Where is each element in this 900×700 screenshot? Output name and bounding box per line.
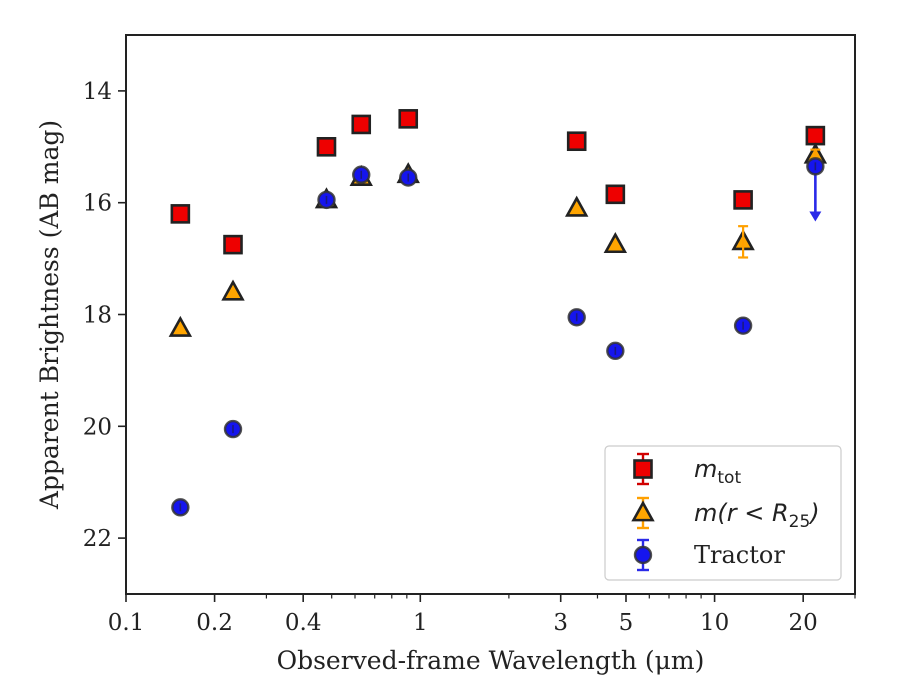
series-tractor <box>171 157 825 517</box>
legend-box <box>604 445 842 581</box>
legend-marker-mr25 <box>631 496 655 530</box>
legend-label-mr25: m(r < R25) <box>694 499 820 532</box>
legend-mr25-pre: m(r < R <box>694 499 789 527</box>
y-tick-label: 18 <box>83 303 112 329</box>
series-mtot <box>170 109 826 255</box>
legend-marker-tractor <box>633 538 653 572</box>
y-axis: 14 16 18 20 22 <box>83 79 126 552</box>
mtot-point <box>316 137 337 157</box>
legend-mtot-sub: tot <box>717 468 741 488</box>
series-mr25 <box>168 142 828 337</box>
y-tick-label: 14 <box>83 79 112 105</box>
mtot-point <box>733 190 753 210</box>
mtot-point <box>805 125 826 146</box>
mtot-point <box>398 109 419 129</box>
mtot-point <box>566 131 587 152</box>
x-tick-label: 3 <box>553 610 568 636</box>
legend-mr25-sub: 25 <box>789 512 811 532</box>
legend-tractor-symbol <box>633 545 653 565</box>
x-tick-label: 20 <box>789 610 818 636</box>
mtot-point <box>605 184 626 205</box>
x-tick-label: 0.2 <box>196 610 233 636</box>
y-axis-title: Apparent Brightness (AB mag) <box>35 120 64 510</box>
legend: mtot m(r < R25) Tractor <box>604 445 842 581</box>
x-tick-label: 5 <box>619 610 634 636</box>
mr25-point <box>603 231 628 254</box>
mr25-point <box>168 315 193 337</box>
y-tick-label: 22 <box>83 526 112 552</box>
legend-marker-mtot <box>633 452 653 486</box>
legend-mr25-symbol <box>631 500 655 522</box>
upper-limit-arrow-head <box>809 211 822 222</box>
x-axis: 0.1 0.2 0.4 1 3 5 10 20 <box>108 594 856 636</box>
x-tick-label: 0.4 <box>285 610 322 636</box>
mtot-point <box>170 204 191 224</box>
legend-label-tractor: Tractor <box>694 541 785 569</box>
plot-area <box>168 109 828 517</box>
x-tick-label: 1 <box>413 610 428 636</box>
mtot-point <box>223 234 243 255</box>
legend-mtot-symbol <box>633 459 653 479</box>
mr25-point <box>221 279 245 301</box>
legend-label-mtot: mtot <box>694 455 741 488</box>
x-tick-label: 0.1 <box>108 610 145 636</box>
legend-mr25-post: ) <box>808 499 819 527</box>
x-tick-label: 10 <box>700 610 729 636</box>
y-tick-label: 20 <box>83 414 112 440</box>
mr25-point <box>564 195 589 217</box>
x-axis-title: Observed-frame Wavelength (μm) <box>277 646 705 675</box>
legend-mtot-main: m <box>694 455 717 483</box>
mtot-point <box>351 114 372 135</box>
y-tick-label: 16 <box>83 191 112 217</box>
